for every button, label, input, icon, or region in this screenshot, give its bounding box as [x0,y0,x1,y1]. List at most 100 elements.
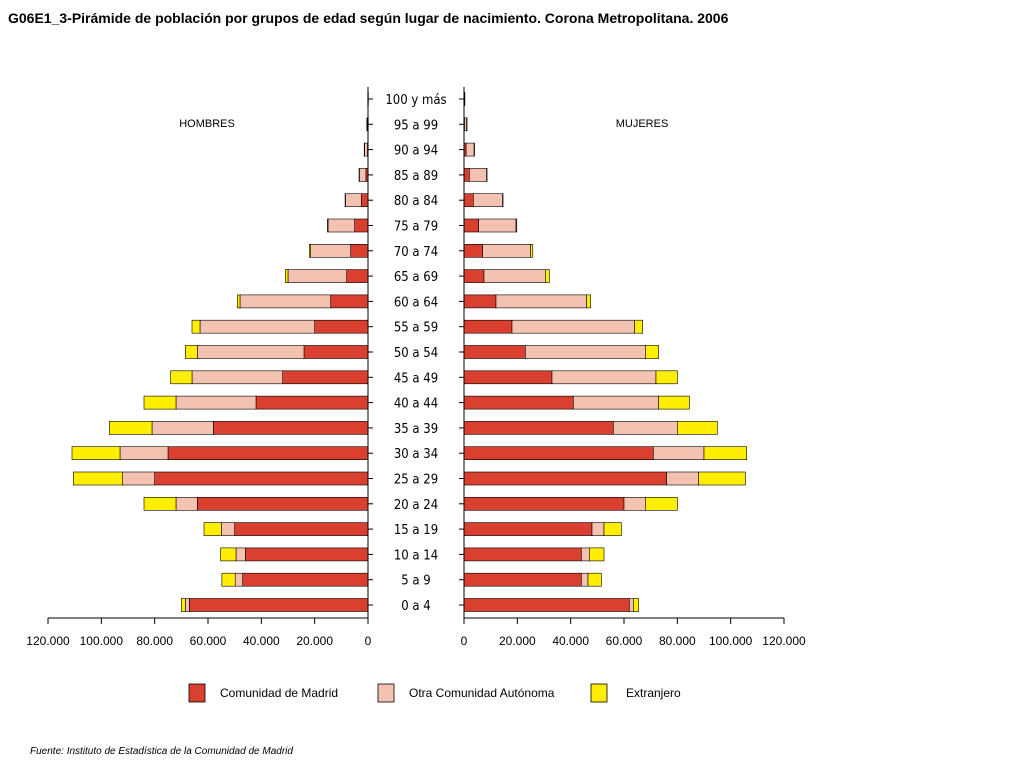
bar-hombres-2-11 [199,319,315,334]
bar-mujeres-1-6 [463,446,654,461]
right-side-label: MUJERES [616,118,669,130]
age-group-label: 90 a 94 [394,144,438,159]
bar-mujeres-3-15 [515,218,518,233]
legend-swatch-3 [590,683,608,703]
bar-hombres-3-10 [185,345,198,359]
bar-hombres-2-6 [119,446,169,461]
bar-hombres-1-10 [303,345,369,359]
bar-mujeres-2-2 [581,547,590,562]
bar-mujeres-2-15 [478,218,517,233]
bar-mujeres-2-13 [483,269,546,283]
bar-mujeres-3-1 [587,572,602,587]
bar-hombres-2-7 [151,421,214,435]
bar-mujeres-3-6 [703,446,747,461]
bar-hombres-1-3 [234,522,369,536]
age-group-label: 60 a 64 [394,295,438,310]
bar-hombres-2-15 [327,218,355,233]
bar-hombres-2-1 [234,572,243,587]
bar-hombres-1-7 [213,421,369,435]
bar-hombres-3-13 [285,269,289,283]
bar-hombres-2-4 [175,496,198,511]
legend-label-1: Comunidad de Madrid [220,686,338,700]
bar-mujeres-2-19 [464,117,467,132]
age-group-label: 40 a 44 [394,397,438,412]
bar-mujeres-2-10 [525,345,646,359]
bar-hombres-1-9 [282,370,369,385]
left-x-tick-label: 20.000 [296,634,333,648]
bar-mujeres-3-13 [545,269,550,283]
bar-hombres-2-13 [287,269,347,283]
left-x-tick-label: 100.000 [80,634,124,648]
bar-hombres-1-11 [314,319,369,334]
bar-hombres-3-11 [191,319,201,334]
age-group-label: 15 a 19 [394,523,438,538]
age-group-label: 70 a 74 [394,245,438,260]
bar-mujeres-1-1 [463,572,582,587]
bar-hombres-3-1 [221,572,236,587]
age-group-label: 0 a 4 [401,599,430,614]
bar-hombres-3-6 [71,446,121,461]
legend-swatch-2 [377,683,395,703]
bar-mujeres-2-11 [511,319,635,334]
age-group-label: 45 a 49 [394,371,438,386]
bar-hombres-1-16 [361,193,369,207]
bar-mujeres-3-7 [677,421,718,435]
bar-mujeres-2-6 [653,446,705,461]
bar-mujeres-1-7 [463,421,614,435]
bar-mujeres-2-4 [623,496,646,511]
bar-mujeres-1-2 [463,547,582,562]
bar-mujeres-1-10 [463,345,526,359]
bar-mujeres-3-12 [586,294,591,309]
right-x-tick-label: 20.000 [499,634,536,648]
bar-mujeres-1-11 [463,319,513,334]
bar-hombres-2-8 [175,395,257,410]
age-group-label: 85 a 89 [394,169,438,184]
bar-hombres-2-14 [310,244,351,258]
bar-hombres-3-3 [203,522,222,536]
age-group-label: 95 a 99 [394,118,438,133]
age-group-label: 10 a 14 [394,548,438,563]
left-x-tick-label: 60.000 [190,634,227,648]
age-group-label: 5 a 9 [401,574,430,589]
bar-hombres-3-12 [237,294,241,309]
bar-mujeres-2-17 [469,168,487,182]
bar-hombres-1-8 [255,395,369,410]
bar-mujeres-2-5 [666,471,699,486]
bar-mujeres-1-9 [463,370,553,385]
chart-title: G06E1_3-Pirámide de población por grupos… [8,10,729,26]
bar-hombres-1-15 [354,218,369,233]
bar-mujeres-3-3 [603,522,622,536]
age-group-label: 65 a 69 [394,270,438,285]
left-x-tick-label: 120.000 [26,634,70,648]
bar-mujeres-3-4 [645,496,678,511]
bar-mujeres-2-7 [613,421,678,435]
bar-hombres-1-13 [346,269,369,283]
right-x-tick-label: 120.000 [762,634,806,648]
bar-mujeres-1-14 [463,244,483,258]
bar-hombres-2-5 [122,471,155,486]
age-group-label: 100 y más [385,93,446,108]
bar-mujeres-3-10 [645,345,659,359]
axes-group: 0 a 4 5 a 9 10 a 14 15 a 19 20 a 24 25 a 29 30… [26,87,806,648]
bar-mujeres-1-13 [463,269,485,283]
left-side-label: HOMBRES [179,118,235,130]
bar-mujeres-1-4 [463,496,625,511]
bar-mujeres-3-5 [698,471,746,486]
bar-hombres-1-12 [330,294,369,309]
bar-hombres-2-10 [197,345,305,359]
age-group-label: 50 a 54 [394,346,438,361]
bar-mujeres-2-18 [465,142,475,157]
left-x-tick-label: 0 [365,634,372,648]
bar-mujeres-2-14 [482,244,531,258]
bar-hombres-3-4 [143,496,177,511]
bar-mujeres-2-0 [629,598,634,612]
left-x-tick-label: 40.000 [243,634,280,648]
right-x-tick-label: 0 [461,634,468,648]
age-group-label: 80 a 84 [394,194,438,209]
bar-mujeres-2-9 [551,370,657,385]
bar-hombres-3-0 [181,598,186,612]
bar-mujeres-1-5 [463,471,667,486]
right-x-tick-label: 100.000 [709,634,753,648]
bar-mujeres-2-12 [495,294,587,309]
bar-mujeres-1-17 [463,168,470,182]
